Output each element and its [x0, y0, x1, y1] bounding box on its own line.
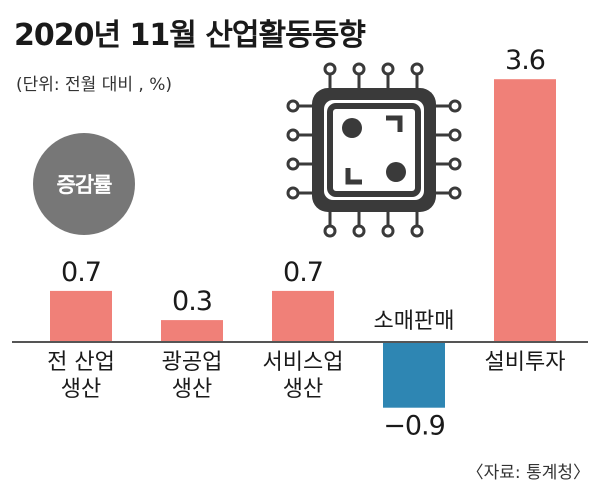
bar-4: [494, 79, 556, 342]
value-label-4: 3.6: [505, 45, 545, 76]
change-rate-badge: 증감률: [33, 133, 135, 235]
value-label-0: 0.7: [61, 257, 101, 288]
category-label-2: 서비스업 생산: [263, 350, 344, 402]
bar-0: [50, 290, 112, 342]
bar-2: [272, 290, 334, 342]
category-label-1: 광공업 생산: [162, 350, 223, 402]
bar-3: [383, 342, 445, 408]
value-label-3: −0.9: [383, 411, 445, 442]
chart-title: 2020년 11월 산업활동동향: [14, 18, 366, 53]
value-label-2: 0.7: [283, 257, 323, 288]
category-label-4: 설비투자: [485, 350, 566, 375]
bar-1: [161, 320, 223, 342]
source-note: 〈자료: 통계청〉: [466, 463, 590, 483]
category-label-3: 소매판매: [374, 309, 455, 334]
microchip-icon: [286, 62, 462, 238]
bars-layer: 0.7 전 산업 생산 0.3 광공업 생산 0.7 서비스업 생산 −0.9 소매판매 3.6 설비투…: [47, 45, 565, 442]
unit-label: (단위: 전월 대비 , %): [16, 75, 173, 95]
category-label-0: 전 산업 생산: [47, 350, 115, 402]
value-label-1: 0.3: [172, 286, 212, 317]
